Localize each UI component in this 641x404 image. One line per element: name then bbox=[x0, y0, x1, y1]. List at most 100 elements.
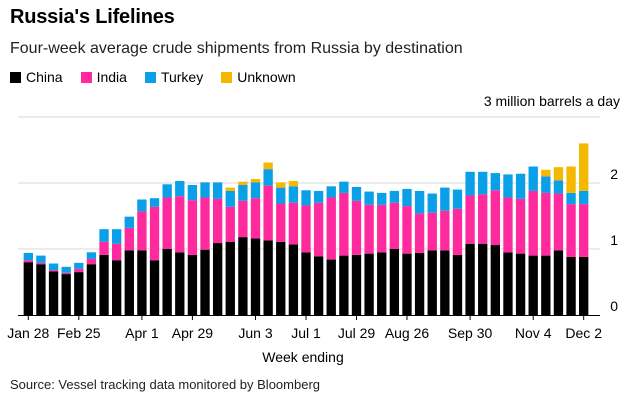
bar-india-42 bbox=[553, 193, 564, 251]
bar-india-20 bbox=[276, 203, 286, 242]
bar-turkey-4 bbox=[74, 262, 84, 269]
bar-china-34 bbox=[452, 254, 463, 315]
bar-india-7 bbox=[112, 243, 122, 261]
bar-turkey-33 bbox=[440, 187, 450, 211]
bar-unknown-42 bbox=[553, 167, 564, 181]
bar-china-15 bbox=[212, 243, 223, 315]
bar-india-17 bbox=[238, 200, 248, 238]
bar-china-14 bbox=[200, 249, 210, 315]
bar-china-42 bbox=[553, 250, 564, 315]
bar-china-39 bbox=[515, 253, 526, 315]
bar-china-21 bbox=[288, 244, 299, 315]
bar-china-0 bbox=[23, 262, 33, 315]
bar-turkey-8 bbox=[124, 216, 134, 228]
bar-turkey-28 bbox=[377, 192, 387, 205]
bar-india-6 bbox=[99, 241, 109, 255]
bar-turkey-32 bbox=[427, 193, 437, 213]
bar-china-20 bbox=[276, 241, 286, 315]
bar-unknown-17 bbox=[238, 181, 248, 185]
legend: China India Turkey Unknown bbox=[10, 69, 296, 85]
bar-turkey-27 bbox=[364, 191, 374, 205]
bar-china-35 bbox=[465, 243, 475, 315]
bar-india-40 bbox=[528, 190, 538, 256]
bar-india-31 bbox=[414, 213, 425, 253]
x-tick-label-0: Jan 28 bbox=[7, 325, 49, 341]
bar-china-43 bbox=[566, 256, 576, 315]
bar-india-37 bbox=[490, 190, 500, 246]
bar-china-4 bbox=[74, 272, 84, 315]
bar-china-22 bbox=[301, 252, 311, 315]
legend-label-india: India bbox=[96, 69, 127, 85]
bar-turkey-38 bbox=[503, 174, 513, 198]
bar-turkey-24 bbox=[326, 186, 336, 198]
bar-china-9 bbox=[137, 250, 147, 315]
bar-turkey-35 bbox=[465, 171, 475, 196]
bar-china-10 bbox=[149, 260, 160, 315]
bar-turkey-3 bbox=[61, 266, 71, 273]
bar-india-13 bbox=[187, 200, 198, 255]
bar-turkey-9 bbox=[137, 199, 147, 212]
legend-label-china: China bbox=[26, 69, 63, 85]
bar-china-37 bbox=[490, 245, 500, 315]
bar-turkey-42 bbox=[553, 180, 564, 194]
bar-china-3 bbox=[61, 274, 71, 315]
bar-turkey-25 bbox=[339, 181, 349, 193]
x-axis-label: Week ending bbox=[262, 349, 343, 365]
bar-india-11 bbox=[162, 197, 172, 249]
bar-turkey-44 bbox=[579, 190, 589, 205]
x-tick-label-35: Sep 30 bbox=[448, 325, 493, 341]
legend-swatch-unknown bbox=[221, 71, 233, 83]
y-tick-label-2: 2 bbox=[610, 166, 618, 182]
bar-unknown-20 bbox=[276, 182, 286, 188]
bar-china-2 bbox=[48, 271, 59, 315]
bar-china-30 bbox=[402, 253, 412, 315]
bar-turkey-10 bbox=[149, 198, 160, 207]
bar-turkey-6 bbox=[99, 229, 109, 242]
bar-china-41 bbox=[541, 255, 551, 315]
bar-unknown-43 bbox=[566, 166, 576, 193]
bar-unknown-44 bbox=[579, 143, 589, 191]
bar-india-39 bbox=[515, 198, 526, 254]
x-tick-label-18: Jun 3 bbox=[238, 325, 272, 341]
bar-india-34 bbox=[452, 208, 463, 255]
bar-turkey-19 bbox=[263, 169, 273, 186]
bar-india-41 bbox=[541, 192, 551, 256]
bar-india-22 bbox=[301, 205, 311, 253]
bar-turkey-36 bbox=[478, 171, 488, 195]
bar-india-35 bbox=[465, 195, 475, 244]
bar-turkey-7 bbox=[112, 229, 122, 244]
legend-swatch-india bbox=[80, 71, 92, 83]
bar-india-0 bbox=[23, 260, 33, 263]
x-tick-label-22: Jul 1 bbox=[291, 325, 321, 341]
x-tick-label-40: Nov 4 bbox=[515, 325, 552, 341]
bar-india-12 bbox=[175, 196, 185, 253]
bar-china-38 bbox=[503, 252, 513, 315]
bar-india-19 bbox=[263, 185, 273, 241]
bar-china-19 bbox=[263, 240, 273, 315]
bar-china-11 bbox=[162, 249, 172, 315]
bar-turkey-43 bbox=[566, 192, 576, 205]
bar-turkey-18 bbox=[250, 182, 261, 199]
bar-china-36 bbox=[478, 243, 488, 315]
bar-india-8 bbox=[124, 227, 134, 251]
bar-turkey-13 bbox=[187, 184, 198, 201]
bar-turkey-12 bbox=[175, 181, 185, 197]
bar-india-9 bbox=[137, 211, 147, 251]
bar-india-14 bbox=[200, 197, 210, 250]
bar-india-36 bbox=[478, 194, 488, 244]
legend-swatch-turkey bbox=[144, 71, 156, 83]
bar-china-6 bbox=[99, 254, 109, 315]
bar-india-1 bbox=[36, 262, 46, 265]
bar-unknown-19 bbox=[263, 162, 273, 170]
x-tick-labels: Jan 28 Feb 25 Apr 1 Apr 29 Jun 3 Jul 1 Jul 29 A… bbox=[7, 315, 602, 341]
bar-turkey-14 bbox=[200, 182, 210, 198]
x-tick-label-44: Dec 2 bbox=[565, 325, 602, 341]
y-tick-label-1: 1 bbox=[610, 232, 618, 248]
bar-turkey-20 bbox=[276, 187, 286, 204]
bar-china-27 bbox=[364, 253, 374, 315]
bar-china-16 bbox=[225, 241, 235, 315]
bar-turkey-30 bbox=[402, 188, 412, 207]
bar-unknown-21 bbox=[288, 181, 299, 187]
chart-title: Russia's Lifelines bbox=[10, 6, 175, 28]
